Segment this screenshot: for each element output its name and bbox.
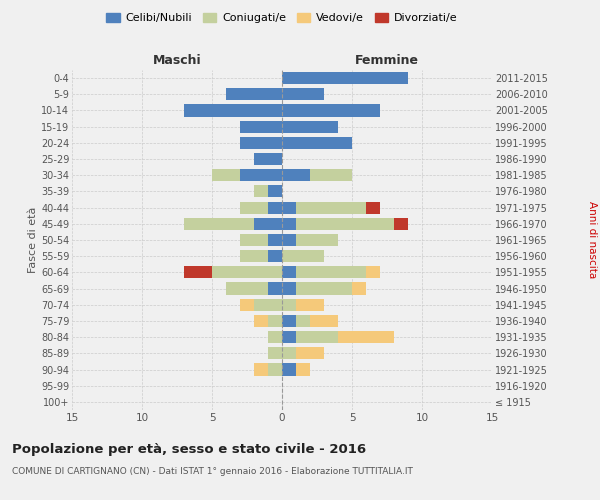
Bar [352,282,366,294]
Bar [296,218,394,230]
Bar [338,331,394,343]
Bar [240,250,268,262]
Text: Maschi: Maschi [152,54,202,67]
Bar [184,266,212,278]
Text: Popolazione per età, sesso e stato civile - 2016: Popolazione per età, sesso e stato civil… [12,442,366,456]
Bar [282,298,296,311]
Bar [184,218,254,230]
Bar [282,234,296,246]
Bar [296,348,324,360]
Bar [296,315,310,327]
Bar [296,282,352,294]
Bar [268,364,282,376]
Bar [254,218,282,230]
Bar [394,218,408,230]
Bar [268,250,282,262]
Text: Anni di nascita: Anni di nascita [587,202,597,278]
Bar [296,298,324,311]
Bar [268,331,282,343]
Bar [240,169,282,181]
Bar [254,315,268,327]
Bar [282,88,324,101]
Bar [282,104,380,117]
Legend: Celibi/Nubili, Coniugati/e, Vedovi/e, Divorziati/e: Celibi/Nubili, Coniugati/e, Vedovi/e, Di… [102,8,462,28]
Bar [282,266,296,278]
Bar [226,282,268,294]
Bar [212,266,282,278]
Bar [282,282,296,294]
Text: COMUNE DI CARTIGNANO (CN) - Dati ISTAT 1° gennaio 2016 - Elaborazione TUTTITALIA: COMUNE DI CARTIGNANO (CN) - Dati ISTAT 1… [12,468,413,476]
Bar [282,218,296,230]
Bar [282,364,296,376]
Bar [254,153,282,165]
Bar [296,266,366,278]
Bar [254,298,282,311]
Bar [366,202,380,213]
Bar [282,202,296,213]
Bar [240,137,282,149]
Bar [268,315,282,327]
Bar [240,120,282,132]
Bar [310,315,338,327]
Bar [282,315,296,327]
Bar [226,88,282,101]
Bar [254,186,268,198]
Bar [310,169,352,181]
Bar [240,298,254,311]
Bar [282,348,296,360]
Bar [296,234,338,246]
Bar [268,282,282,294]
Bar [268,202,282,213]
Y-axis label: Fasce di età: Fasce di età [28,207,38,273]
Bar [282,250,324,262]
Bar [282,137,352,149]
Bar [240,202,268,213]
Bar [282,72,408,84]
Bar [296,331,338,343]
Bar [268,348,282,360]
Bar [282,169,310,181]
Bar [282,120,338,132]
Bar [268,234,282,246]
Bar [282,331,296,343]
Bar [268,186,282,198]
Bar [212,169,240,181]
Bar [184,104,282,117]
Bar [296,364,310,376]
Bar [240,234,268,246]
Text: Femmine: Femmine [355,54,419,67]
Bar [366,266,380,278]
Bar [296,202,366,213]
Bar [254,364,268,376]
